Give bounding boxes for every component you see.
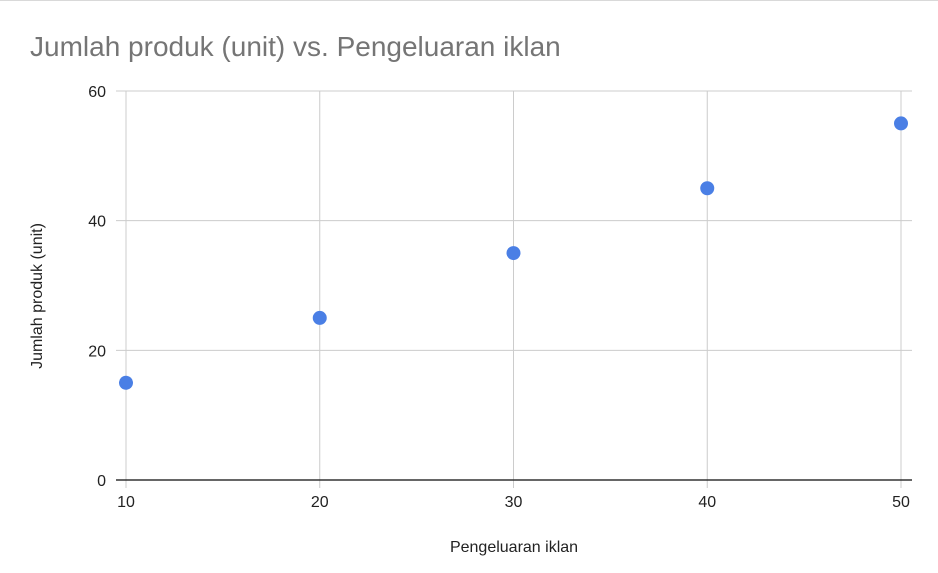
y-tick-label-20: 20: [88, 343, 106, 360]
data-point-3[interactable]: [700, 181, 714, 195]
data-point-4[interactable]: [894, 116, 908, 130]
y-tick-label-0: 0: [97, 473, 106, 490]
x-tick-label-10: 10: [117, 494, 135, 511]
y-axis-ticks: 0 20 40 60: [88, 84, 106, 490]
data-point-1[interactable]: [313, 311, 327, 325]
x-tick-label-40: 40: [698, 494, 716, 511]
y-axis-title: Jumlah produk (unit): [29, 223, 46, 369]
data-point-2[interactable]: [507, 246, 521, 260]
data-point-0[interactable]: [119, 376, 133, 390]
y-tick-label-40: 40: [88, 214, 106, 231]
x-tick-label-30: 30: [505, 494, 523, 511]
x-axis-title: Pengeluaran iklan: [450, 539, 578, 556]
grid-layer: [116, 91, 912, 488]
x-tick-label-50: 50: [892, 494, 910, 511]
x-axis-ticks: 10 20 30 40 50: [117, 494, 910, 511]
x-tick-label-20: 20: [311, 494, 329, 511]
y-tick-label-60: 60: [88, 84, 106, 101]
chart-title: Jumlah produk (unit) vs. Pengeluaran ikl…: [30, 31, 561, 62]
